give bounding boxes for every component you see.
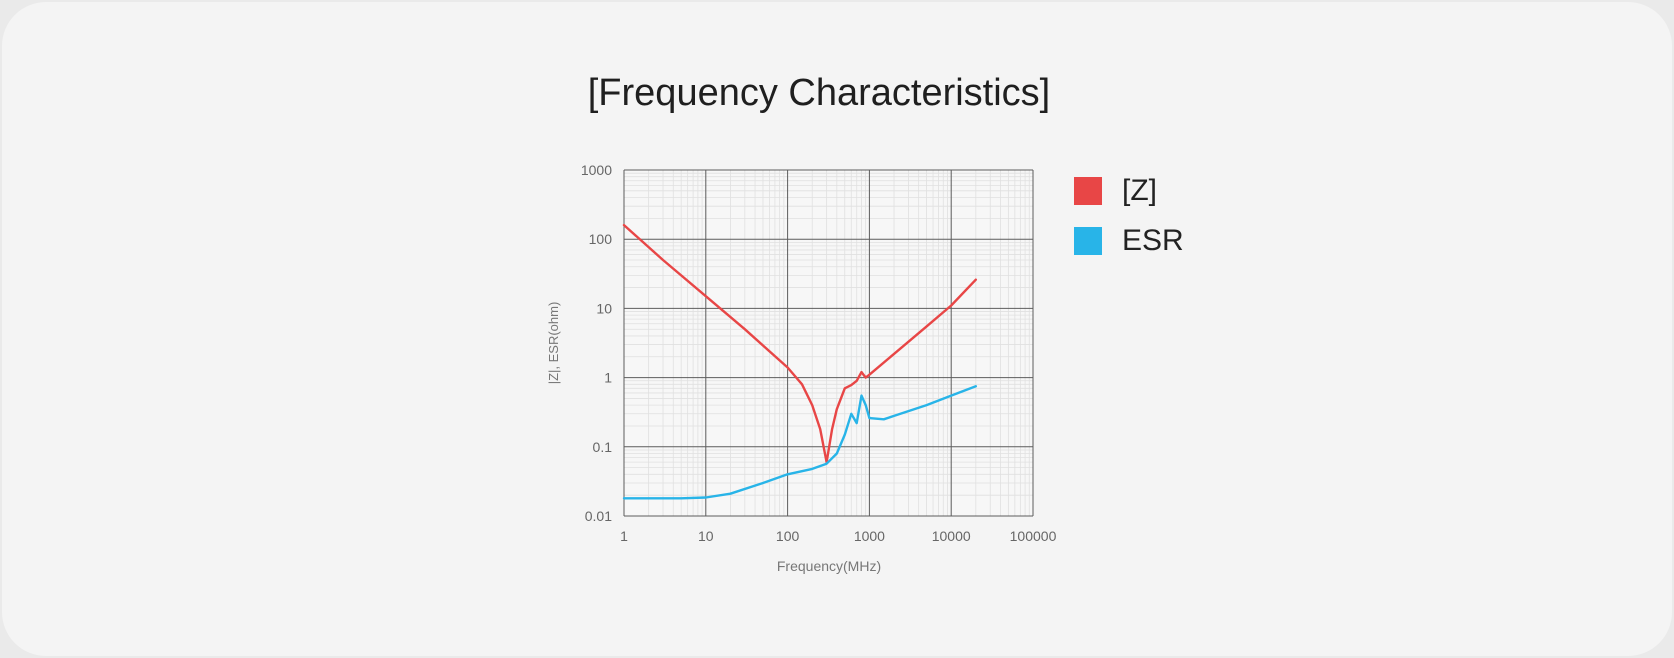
x-tick-label: 100 bbox=[776, 528, 800, 544]
chart-title: [Frequency Characteristics] bbox=[587, 72, 1051, 114]
plot-area bbox=[624, 170, 1033, 516]
x-axis-label: Frequency(MHz) bbox=[777, 558, 881, 574]
legend-swatch-esr bbox=[1074, 227, 1102, 255]
x-tick-labels: 1 10 100 1000 10000 100000 bbox=[620, 528, 1056, 544]
x-tick-label: 10 bbox=[698, 528, 714, 544]
series-lines bbox=[622, 223, 977, 500]
minor-grid bbox=[624, 170, 1033, 516]
y-axis-label: |Z|, ESR(ohm) bbox=[546, 302, 561, 385]
x-tick-label: 1000 bbox=[854, 528, 885, 544]
y-tick-label: 1 bbox=[604, 370, 612, 386]
legend-item-z: [Z] bbox=[1074, 166, 1184, 216]
x-tick-label: 10000 bbox=[932, 528, 971, 544]
legend-swatch-z bbox=[1074, 177, 1102, 205]
y-tick-label: 0.1 bbox=[593, 439, 613, 455]
x-tick-label: 100000 bbox=[1010, 528, 1057, 544]
series-line-esr bbox=[622, 385, 977, 500]
legend-item-esr: ESR bbox=[1074, 216, 1184, 266]
legend-label-esr: ESR bbox=[1122, 224, 1184, 257]
y-tick-label: 10 bbox=[596, 300, 612, 316]
legend-label-z: [Z] bbox=[1122, 174, 1157, 207]
legend: [Z] ESR bbox=[1074, 166, 1184, 266]
y-tick-labels: 1000 100 10 1 0.1 0.01 bbox=[581, 162, 612, 524]
x-tick-label: 1 bbox=[620, 528, 628, 544]
major-grid bbox=[623, 169, 1034, 517]
y-tick-label: 0.01 bbox=[585, 508, 612, 524]
y-tick-label: 100 bbox=[589, 231, 613, 247]
series-line-z bbox=[622, 223, 977, 464]
y-tick-label: 1000 bbox=[581, 162, 612, 178]
